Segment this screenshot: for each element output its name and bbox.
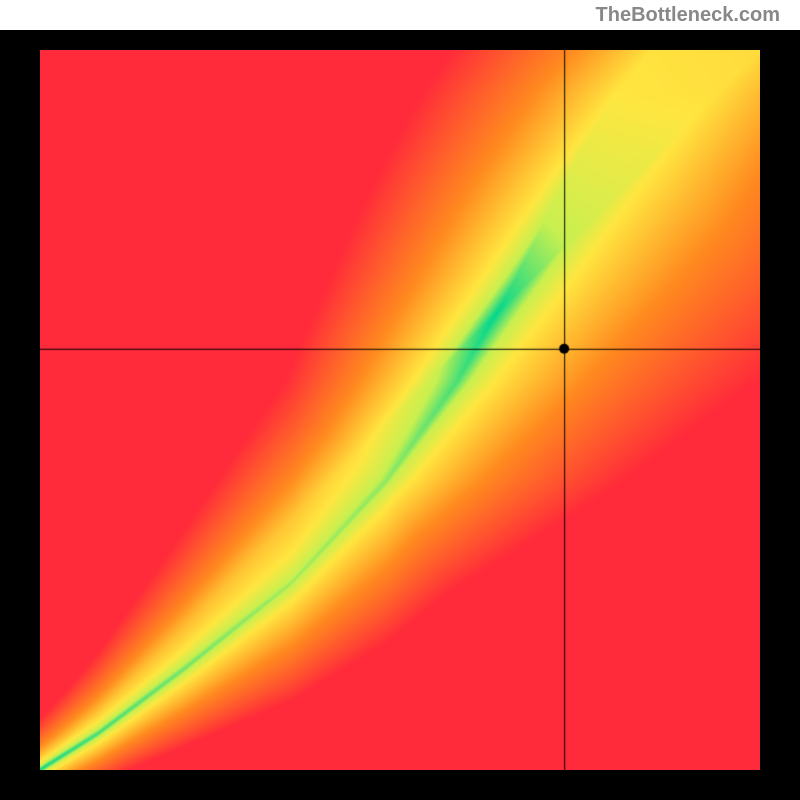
watermark-text: TheBottleneck.com [596, 4, 780, 27]
chart-background [0, 30, 800, 800]
chart-container: TheBottleneck.com [0, 0, 800, 800]
bottleneck-heatmap [40, 50, 760, 770]
